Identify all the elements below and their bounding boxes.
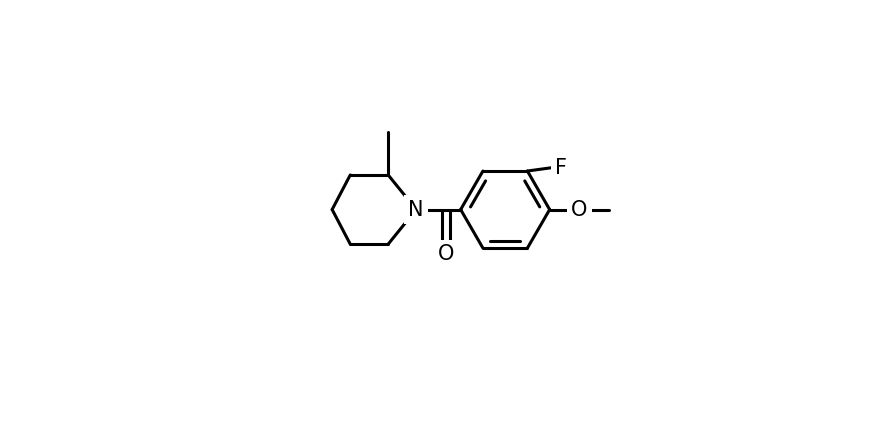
Text: O: O [571,199,587,220]
Text: N: N [408,199,424,220]
Text: F: F [556,158,567,178]
Text: O: O [438,244,454,264]
